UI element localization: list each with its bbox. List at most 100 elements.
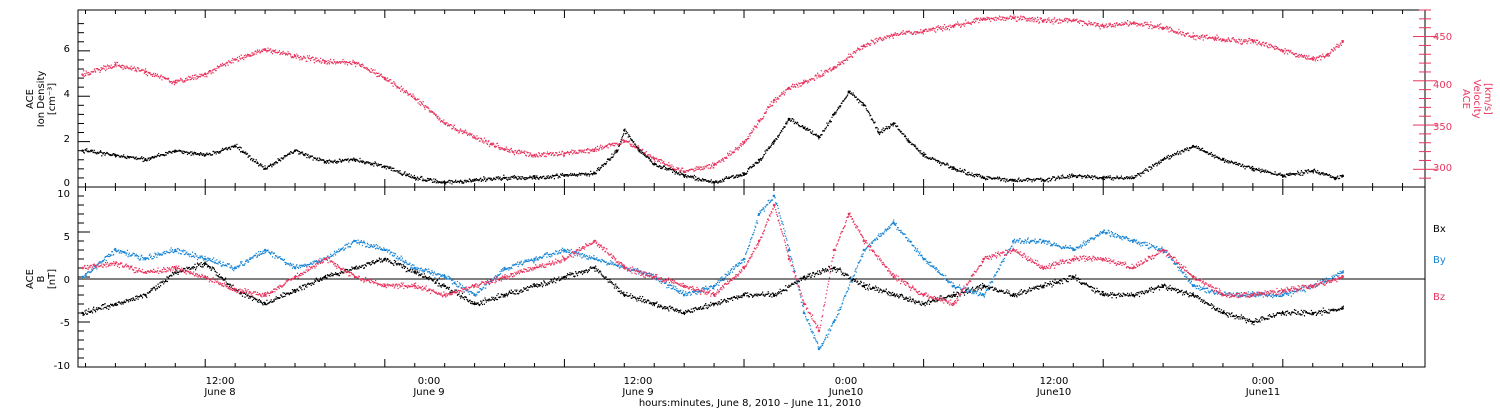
by-data-point — [204, 257, 207, 261]
density-tick-label: 2 — [64, 134, 70, 145]
density-data-point — [443, 181, 446, 184]
top-panel-ticks — [78, 9, 1437, 188]
bz-data-point — [234, 289, 237, 292]
velocity-data-point — [81, 73, 84, 76]
x-tick-date: June 8 — [203, 387, 235, 398]
by-data-point — [1012, 239, 1015, 243]
by-data-point — [787, 248, 791, 252]
bz-data-point — [593, 239, 596, 243]
bx-data-point — [1281, 311, 1285, 315]
bx-data-point — [593, 266, 596, 270]
density-data-point — [1311, 169, 1315, 173]
b-label-line-2: B — [36, 275, 47, 282]
density-label-line-3: [cm⁻³] — [47, 83, 58, 115]
density-data-point — [1221, 158, 1225, 161]
velocity-data-point — [1191, 35, 1195, 38]
b-tick-label: 5 — [64, 232, 70, 243]
x-tick-date: June 9 — [621, 387, 653, 398]
bz-data-point — [263, 293, 267, 297]
bx-data-point — [922, 302, 925, 306]
velocity-data-point — [1102, 24, 1105, 28]
by-data-point — [353, 239, 357, 243]
density-data-point — [323, 160, 327, 164]
bz-data-point — [712, 293, 716, 297]
velocity-data-point — [473, 136, 476, 139]
bz-data-point — [742, 266, 746, 270]
density-tick-label: 6 — [64, 44, 70, 55]
bx-data-point — [892, 293, 895, 297]
density-label-line-2: Ion Density — [36, 71, 47, 128]
x-tick-date: June11 — [1245, 387, 1281, 398]
density-data-point — [802, 126, 806, 130]
velocity-data-point — [293, 54, 297, 58]
density-data-point — [81, 149, 84, 152]
density-data-point — [1191, 145, 1195, 148]
bz-data-point — [1311, 284, 1315, 288]
velocity-data-point — [1326, 53, 1329, 56]
velocity-data-point — [1132, 22, 1135, 25]
bz-data-point — [1221, 293, 1225, 297]
density-data-point — [413, 176, 416, 180]
x-tick-time: 12:00 — [624, 376, 653, 387]
by-data-point — [234, 266, 237, 270]
bz-data-point — [1161, 248, 1165, 252]
by-data-point — [503, 266, 506, 270]
velocity-data-point — [772, 99, 776, 102]
velocity-data-point — [443, 122, 446, 125]
bx-data-point — [1341, 307, 1344, 310]
by-data-point — [1341, 271, 1344, 274]
density-data-point — [234, 145, 237, 148]
by-data-point — [1281, 293, 1285, 297]
density-data-point — [682, 174, 686, 177]
bz-data-point — [503, 275, 506, 279]
density-data-point — [623, 129, 626, 132]
density-data-point — [593, 172, 596, 175]
bz-data-point — [353, 275, 357, 279]
bx-data-point — [1042, 284, 1045, 288]
bz-data-point — [204, 275, 207, 279]
b-tick-label: -5 — [60, 318, 70, 329]
velocity-data-point — [982, 17, 985, 20]
density-data-point — [383, 165, 386, 168]
density-data-point — [1251, 167, 1255, 170]
velocity-data-point — [1251, 39, 1255, 43]
by-scatter-trace — [82, 194, 1344, 351]
density-data-point — [114, 154, 117, 157]
bx-data-point — [473, 302, 476, 306]
bz-data-point — [817, 329, 821, 333]
x-tick-date: June10 — [828, 387, 864, 398]
by-data-point — [952, 284, 955, 288]
density-data-point — [1132, 176, 1135, 180]
bz-data-point — [1102, 257, 1105, 261]
bx-data-point — [144, 293, 147, 297]
legend-bx: Bx — [1433, 224, 1446, 235]
b-field-axis-label: ACE B [nT] — [25, 269, 58, 289]
density-data-point — [847, 90, 850, 93]
density-data-point — [892, 122, 895, 125]
bx-data-point — [1251, 320, 1255, 324]
by-data-point — [144, 257, 147, 261]
density-data-point — [1042, 179, 1045, 182]
density-scatter-trace — [82, 90, 1344, 185]
velocity-data-point — [563, 152, 566, 155]
density-data-point — [1334, 176, 1337, 180]
density-data-point — [503, 176, 506, 180]
by-data-point — [263, 248, 267, 252]
velocity-label-line-2: Velocity — [1471, 79, 1482, 118]
velocity-data-point — [383, 76, 386, 80]
velocity-data-point — [682, 170, 686, 174]
density-data-point — [907, 140, 910, 143]
bx-data-point — [1311, 311, 1315, 315]
velocity-data-point — [353, 61, 357, 65]
density-data-point — [877, 131, 880, 134]
by-data-point — [174, 248, 177, 252]
bx-data-point — [563, 275, 566, 279]
bx-data-point — [1012, 293, 1015, 297]
velocity-data-point — [712, 163, 716, 167]
bz-data-point — [293, 275, 297, 279]
bx-data-point — [114, 302, 117, 306]
by-data-point — [1072, 248, 1075, 252]
b-tick-label: 0 — [64, 275, 70, 286]
density-data-point — [952, 167, 955, 170]
